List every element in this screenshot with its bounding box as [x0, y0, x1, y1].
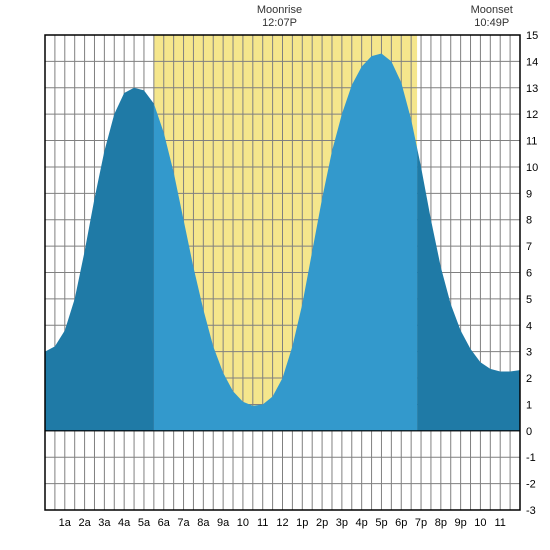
x-tick-label: 8a — [197, 517, 210, 529]
y-tick-label: 1 — [526, 399, 532, 411]
x-tick-label: 1p — [296, 517, 308, 529]
moonrise-text: Moonrise — [257, 4, 302, 16]
y-tick-label: 11 — [526, 136, 537, 148]
x-tick-label: 4a — [118, 517, 131, 529]
x-tick-label: 3p — [336, 517, 348, 529]
y-tick-label: -3 — [526, 505, 536, 517]
y-tick-label: 7 — [526, 241, 532, 253]
y-tick-label: 2 — [526, 373, 532, 385]
x-tick-label: 10 — [237, 517, 249, 529]
x-tick-label: 2p — [316, 517, 328, 529]
y-tick-label: 10 — [526, 162, 538, 174]
x-tick-label: 8p — [435, 517, 447, 529]
x-tick-label: 6p — [395, 517, 407, 529]
chart-svg: -3-2-101234567891011121314151a2a3a4a5a6a… — [0, 0, 550, 550]
x-tick-label: 2a — [78, 517, 91, 529]
x-tick-label: 7a — [177, 517, 190, 529]
moonset-label: Moonset 10:49P — [471, 4, 513, 30]
x-tick-label: 5p — [375, 517, 387, 529]
y-tick-label: 5 — [526, 294, 532, 306]
x-tick-label: 12 — [276, 517, 288, 529]
x-tick-label: 11 — [494, 517, 505, 529]
moonset-text: Moonset — [471, 4, 513, 16]
y-tick-label: 0 — [526, 426, 532, 438]
y-tick-label: -1 — [526, 452, 536, 464]
x-tick-label: 1a — [59, 517, 72, 529]
y-tick-label: -2 — [526, 479, 536, 491]
y-tick-label: 12 — [526, 109, 538, 121]
x-tick-label: 9p — [455, 517, 467, 529]
y-tick-label: 8 — [526, 215, 532, 227]
y-tick-label: 3 — [526, 347, 532, 359]
x-tick-label: 7p — [415, 517, 427, 529]
x-tick-label: 9a — [217, 517, 230, 529]
y-tick-label: 13 — [526, 83, 538, 95]
moonset-time: 10:49P — [474, 17, 509, 29]
y-tick-label: 6 — [526, 268, 532, 280]
x-tick-label: 10 — [474, 517, 486, 529]
x-tick-label: 4p — [356, 517, 368, 529]
y-tick-label: 15 — [526, 30, 538, 42]
x-tick-label: 6a — [158, 517, 171, 529]
moonrise-label: Moonrise 12:07P — [257, 4, 302, 30]
moonrise-time: 12:07P — [262, 17, 297, 29]
x-tick-label: 11 — [257, 517, 268, 529]
x-tick-label: 3a — [98, 517, 111, 529]
x-tick-label: 5a — [138, 517, 151, 529]
y-tick-label: 9 — [526, 188, 532, 200]
y-tick-label: 4 — [526, 320, 532, 332]
y-tick-label: 14 — [526, 56, 538, 68]
tide-chart: Moonrise 12:07P Moonset 10:49P -3-2-1012… — [0, 0, 550, 550]
